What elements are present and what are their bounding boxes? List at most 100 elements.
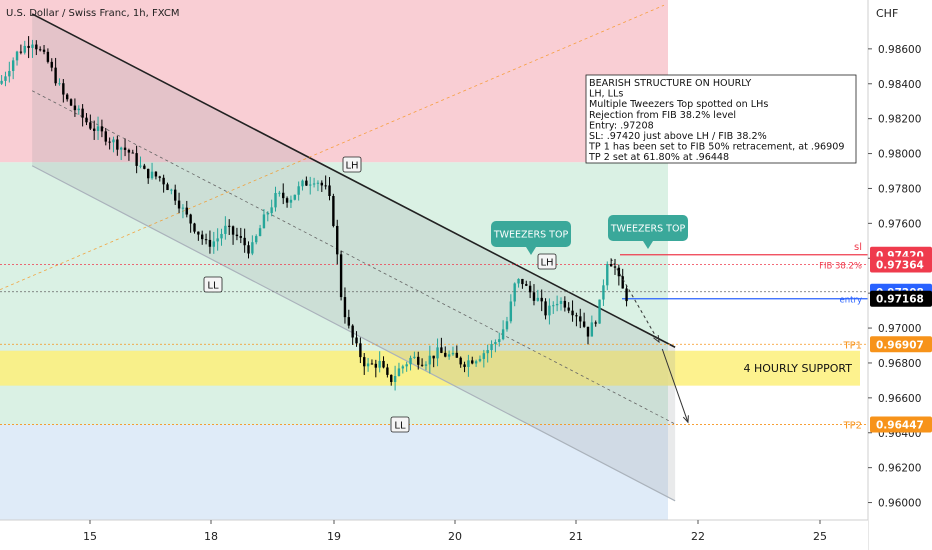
candle-body: [305, 180, 308, 186]
candle-body: [467, 360, 470, 367]
tweezers-label: TWEEZERS TOP: [493, 230, 569, 241]
candle-body: [598, 299, 601, 324]
price-axis[interactable]: [868, 0, 932, 550]
candle-body: [528, 285, 532, 293]
candle-body: [212, 241, 215, 247]
y-tick-label: 0.96600: [878, 393, 921, 405]
candle-body: [8, 70, 11, 77]
y-tick-label: 0.98200: [878, 114, 921, 126]
x-tick-label: 18: [204, 530, 218, 543]
candle-body: [81, 108, 84, 118]
candle-body: [455, 352, 459, 358]
candle-body: [498, 339, 501, 343]
candle-body: [436, 347, 439, 359]
note-line: SL: .97420 just above LH / FIB 38.2%: [589, 131, 767, 142]
structure-label-text: LH: [540, 258, 553, 269]
candle-body: [343, 297, 347, 318]
chart-symbol: U.S. Dollar / Swiss Franc, 1h, FXCM: [6, 8, 179, 19]
candle-body: [621, 276, 624, 289]
candle-body: [490, 344, 493, 351]
candle-body: [50, 61, 53, 68]
candle-body: [239, 236, 242, 238]
candle-body: [274, 193, 277, 208]
y-tick-label: 0.96800: [878, 358, 921, 370]
candle-body: [478, 358, 482, 362]
projection-arrow: [610, 258, 660, 343]
candle-body: [147, 168, 150, 179]
x-tick-label: 19: [327, 530, 341, 543]
candle-body: [23, 45, 26, 53]
candle-body: [38, 49, 42, 51]
candle-body: [386, 367, 389, 375]
candle-body: [54, 67, 57, 84]
candle-body: [555, 303, 559, 306]
candle-body: [255, 236, 258, 243]
candle-body: [4, 76, 7, 81]
candle-body: [609, 264, 613, 267]
candle-body: [532, 292, 536, 301]
candle-body: [89, 122, 92, 129]
candle-body: [494, 342, 497, 345]
candle-body: [501, 329, 505, 340]
candle-body: [401, 366, 405, 369]
candle-body: [131, 152, 134, 154]
candle-body: [297, 186, 300, 195]
candle-body: [370, 363, 374, 365]
candle-body: [463, 364, 466, 367]
y-tick-label: 0.97000: [878, 323, 921, 335]
candle-body: [266, 213, 269, 215]
level-tag-sl: sl: [854, 242, 862, 253]
candle-body: [193, 223, 196, 232]
candle-body: [201, 234, 204, 240]
structure-label-lh: LH: [342, 156, 362, 173]
y-tick-label: 0.96200: [878, 463, 921, 475]
candle-body: [617, 267, 621, 277]
candle-body: [112, 139, 115, 143]
candle-body: [351, 325, 354, 338]
candle-body: [65, 94, 69, 100]
candle-body: [77, 108, 80, 111]
candle-body: [432, 355, 435, 359]
candle-body: [85, 117, 88, 123]
x-tick-label: 22: [691, 530, 705, 543]
time-axis[interactable]: [0, 520, 868, 550]
candle-body: [559, 300, 563, 304]
note-line: Multiple Tweezers Top spotted on LHs: [589, 99, 768, 110]
channel-mid-line: [31, 90, 676, 425]
candle-body: [374, 363, 378, 368]
candle-body: [548, 305, 551, 316]
candle-body: [359, 343, 362, 358]
candle-body: [69, 99, 73, 106]
candle-body: [513, 283, 516, 302]
candle-body: [625, 288, 628, 302]
candle-body: [521, 278, 524, 285]
candle-body: [231, 226, 235, 235]
candle-body: [185, 207, 188, 215]
candle-body: [301, 180, 304, 187]
tweezers-badge: TWEEZERS TOP: [491, 221, 571, 255]
note-line: LH, LLs: [589, 89, 623, 100]
candle-body: [447, 354, 451, 357]
candle-body: [332, 196, 335, 226]
candle-body: [397, 368, 401, 377]
candle-body: [247, 245, 250, 254]
candle-body: [316, 182, 320, 184]
candle-body: [235, 234, 239, 237]
candle-body: [602, 285, 605, 300]
candle-body: [181, 207, 185, 209]
candle-body: [347, 317, 351, 326]
candle-body: [270, 207, 273, 214]
candle-body: [378, 360, 381, 368]
candle-body: [474, 361, 478, 364]
candle-body: [42, 49, 46, 52]
candle-body: [282, 192, 285, 199]
projection-arrow: [661, 348, 689, 423]
candle-body: [127, 149, 131, 153]
level-tag-tp1: TP1: [842, 340, 862, 351]
candle-body: [471, 360, 474, 364]
price-tag-text: 0.97168: [876, 294, 924, 306]
candle-body: [540, 297, 543, 302]
candle-body: [258, 228, 262, 237]
price-tag-tp2: 0.96447: [870, 416, 932, 433]
